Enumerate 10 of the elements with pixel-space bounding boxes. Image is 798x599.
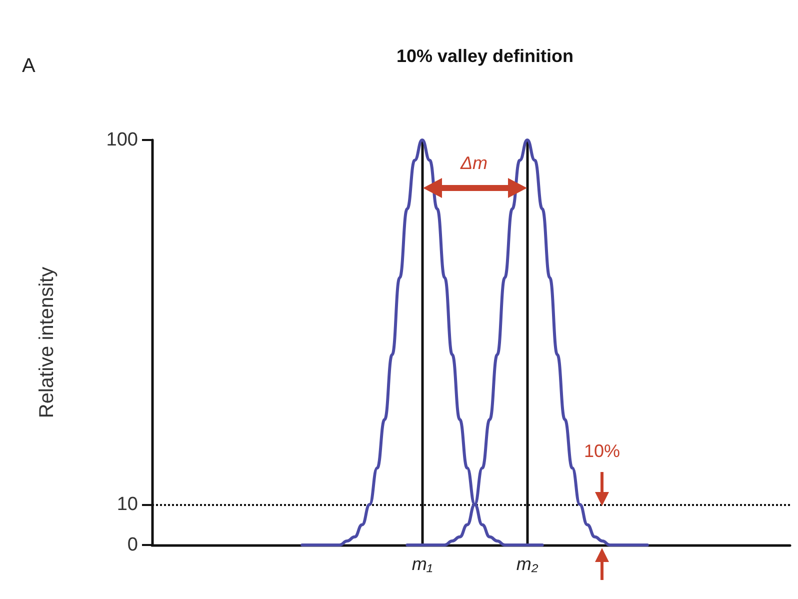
y-tick-label: 100 (106, 130, 138, 150)
x-tick-label: m₂ (516, 554, 538, 574)
annotation: 10% (584, 441, 620, 461)
text: A (22, 55, 36, 77)
y-tick-label: 10 (116, 494, 138, 515)
x-tick-label: m₁ (412, 554, 433, 574)
y-axis-title: Relative intensity (36, 266, 58, 418)
chart-title: 10% valley definition (396, 46, 574, 66)
annotation: Δm (459, 153, 488, 173)
y-tick-label: 0 (127, 534, 138, 556)
